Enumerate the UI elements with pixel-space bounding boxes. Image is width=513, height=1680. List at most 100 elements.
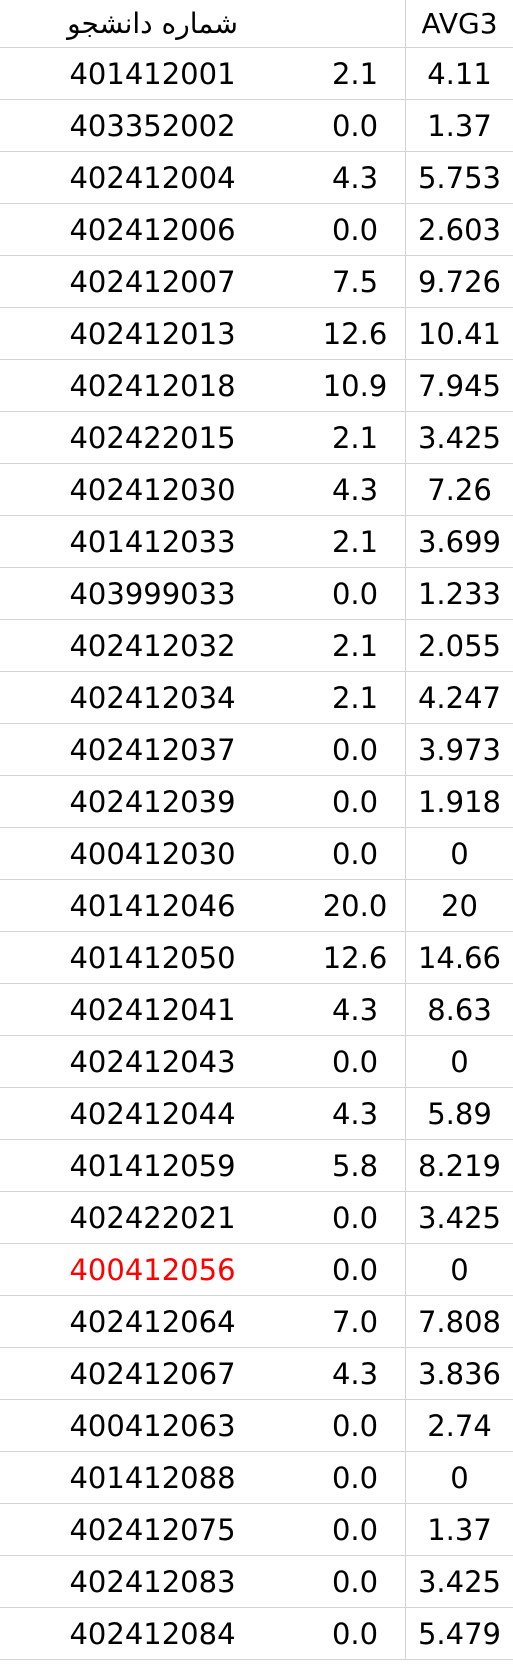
value-cell[interactable]: 12.6 bbox=[322, 940, 388, 975]
avg-cell[interactable]: 8.63 bbox=[405, 984, 513, 1035]
student-id-cell[interactable]: 402412018 bbox=[69, 368, 236, 403]
table-row: 402412034 2.1 4.247 bbox=[0, 672, 513, 724]
header-avg-cell[interactable]: AVG3 bbox=[405, 0, 513, 47]
avg-cell[interactable]: 3.836 bbox=[405, 1348, 513, 1399]
avg-cell[interactable]: 0 bbox=[405, 1244, 513, 1295]
student-id-cell[interactable]: 401412046 bbox=[69, 888, 236, 923]
value-cell[interactable]: 2.1 bbox=[331, 420, 379, 455]
student-id-cell[interactable]: 402412030 bbox=[69, 472, 236, 507]
avg-cell[interactable]: 14.66 bbox=[405, 932, 513, 983]
student-id-cell[interactable]: 402412013 bbox=[69, 316, 236, 351]
student-id-cell[interactable]: 402412007 bbox=[69, 264, 236, 299]
avg-cell[interactable]: 4.11 bbox=[405, 48, 513, 99]
avg-cell[interactable]: 10.41 bbox=[405, 308, 513, 359]
value-cell[interactable]: 2.1 bbox=[331, 56, 379, 91]
avg-cell[interactable]: 3.425 bbox=[405, 1192, 513, 1243]
value-cell[interactable]: 2.1 bbox=[331, 628, 379, 663]
avg-cell[interactable]: 7.26 bbox=[405, 464, 513, 515]
table-row: 402412064 7.0 7.808 bbox=[0, 1296, 513, 1348]
student-id-cell[interactable]: 402422021 bbox=[69, 1200, 236, 1235]
value-cell[interactable]: 0.0 bbox=[331, 212, 379, 247]
avg-cell[interactable]: 2.603 bbox=[405, 204, 513, 255]
student-id-cell[interactable]: 400412063 bbox=[69, 1408, 236, 1443]
student-id-cell[interactable]: 402412032 bbox=[69, 628, 236, 663]
student-id-cell[interactable]: 402412037 bbox=[69, 732, 236, 767]
value-cell[interactable]: 4.3 bbox=[331, 1356, 379, 1391]
avg-cell[interactable]: 3.425 bbox=[405, 1556, 513, 1607]
student-id-cell[interactable]: 401412050 bbox=[69, 940, 236, 975]
value-cell[interactable]: 2.1 bbox=[331, 524, 379, 559]
value-cell[interactable]: 4.3 bbox=[331, 992, 379, 1027]
avg-cell[interactable]: 1.37 bbox=[405, 100, 513, 151]
value-cell[interactable]: 0.0 bbox=[331, 576, 379, 611]
student-id-cell[interactable]: 402412043 bbox=[69, 1044, 236, 1079]
value-cell[interactable]: 7.5 bbox=[331, 264, 379, 299]
student-id-cell[interactable]: 402412075 bbox=[69, 1512, 236, 1547]
value-cell[interactable]: 4.3 bbox=[331, 160, 379, 195]
student-id-cell[interactable]: 402412064 bbox=[69, 1304, 236, 1339]
value-cell[interactable]: 0.0 bbox=[331, 1408, 379, 1443]
student-id-cell[interactable]: 402412083 bbox=[69, 1564, 236, 1599]
value-cell[interactable]: 2.1 bbox=[331, 680, 379, 715]
value-cell[interactable]: 5.8 bbox=[331, 1148, 379, 1183]
avg-cell[interactable]: 0 bbox=[405, 828, 513, 879]
avg-cell[interactable]: 7.808 bbox=[405, 1296, 513, 1347]
student-id-cell[interactable]: 402412044 bbox=[69, 1096, 236, 1131]
value-cell[interactable]: 20.0 bbox=[322, 888, 388, 923]
value-cell[interactable]: 0.0 bbox=[331, 1512, 379, 1547]
value-cell[interactable]: 0.0 bbox=[331, 1044, 379, 1079]
student-id-cell[interactable]: 400412030 bbox=[69, 836, 236, 871]
value-cell[interactable]: 4.3 bbox=[331, 1096, 379, 1131]
student-id-cell[interactable]: 402412039 bbox=[69, 784, 236, 819]
value-cell[interactable]: 4.3 bbox=[331, 472, 379, 507]
student-id-cell[interactable]: 401412059 bbox=[69, 1148, 236, 1183]
student-id-cell[interactable]: 401412088 bbox=[69, 1460, 236, 1495]
table-row: 402412041 4.3 8.63 bbox=[0, 984, 513, 1036]
table-row: 402412030 4.3 7.26 bbox=[0, 464, 513, 516]
student-id-cell[interactable]: 401412033 bbox=[69, 524, 236, 559]
student-id-cell[interactable]: 403352002 bbox=[69, 108, 236, 143]
avg-cell[interactable]: 3.425 bbox=[405, 412, 513, 463]
student-id-cell[interactable]: 402422015 bbox=[69, 420, 236, 455]
value-cell[interactable]: 0.0 bbox=[331, 1252, 379, 1287]
value-cell[interactable]: 0.0 bbox=[331, 108, 379, 143]
avg-cell[interactable]: 3.699 bbox=[405, 516, 513, 567]
avg-cell[interactable]: 1.918 bbox=[405, 776, 513, 827]
avg-cell[interactable]: 2.74 bbox=[405, 1400, 513, 1451]
avg-cell[interactable]: 1.233 bbox=[405, 568, 513, 619]
value-cell[interactable]: 0.0 bbox=[331, 1564, 379, 1599]
value-cell[interactable]: 12.6 bbox=[322, 316, 388, 351]
value-cell[interactable]: 0.0 bbox=[331, 1200, 379, 1235]
avg-cell[interactable]: 9.726 bbox=[405, 256, 513, 307]
value-cell[interactable]: 0.0 bbox=[331, 732, 379, 767]
value-cell[interactable]: 0.0 bbox=[331, 1460, 379, 1495]
student-id-cell[interactable]: 402412004 bbox=[69, 160, 236, 195]
avg-cell[interactable]: 4.247 bbox=[405, 672, 513, 723]
header-value-cell[interactable] bbox=[305, 0, 405, 47]
avg-cell[interactable]: 5.479 bbox=[405, 1608, 513, 1659]
value-cell[interactable]: 0.0 bbox=[331, 1616, 379, 1651]
avg-cell[interactable]: 2.055 bbox=[405, 620, 513, 671]
student-id-cell[interactable]: 402412084 bbox=[69, 1616, 236, 1651]
avg-cell[interactable]: 5.753 bbox=[405, 152, 513, 203]
student-id-cell[interactable]: 402412034 bbox=[69, 680, 236, 715]
avg-cell[interactable]: 7.945 bbox=[405, 360, 513, 411]
value-cell[interactable]: 0.0 bbox=[331, 784, 379, 819]
student-id-cell[interactable]: 401412001 bbox=[69, 56, 236, 91]
avg-cell[interactable]: 0 bbox=[405, 1036, 513, 1087]
value-cell[interactable]: 0.0 bbox=[331, 836, 379, 871]
header-student-id-cell[interactable]: شماره دانشجو bbox=[67, 7, 238, 40]
avg-cell[interactable]: 5.89 bbox=[405, 1088, 513, 1139]
student-id-cell[interactable]: 403999033 bbox=[69, 576, 236, 611]
student-id-cell[interactable]: 402412006 bbox=[69, 212, 236, 247]
student-id-cell[interactable]: 402412041 bbox=[69, 992, 236, 1027]
avg-cell[interactable]: 20 bbox=[405, 880, 513, 931]
value-cell[interactable]: 10.9 bbox=[322, 368, 388, 403]
avg-cell[interactable]: 1.37 bbox=[405, 1504, 513, 1555]
value-cell[interactable]: 7.0 bbox=[331, 1304, 379, 1339]
student-id-cell[interactable]: 400412056 bbox=[69, 1252, 236, 1287]
avg-cell[interactable]: 3.973 bbox=[405, 724, 513, 775]
avg-cell[interactable]: 0 bbox=[405, 1452, 513, 1503]
student-id-cell[interactable]: 402412067 bbox=[69, 1356, 236, 1391]
avg-cell[interactable]: 8.219 bbox=[405, 1140, 513, 1191]
